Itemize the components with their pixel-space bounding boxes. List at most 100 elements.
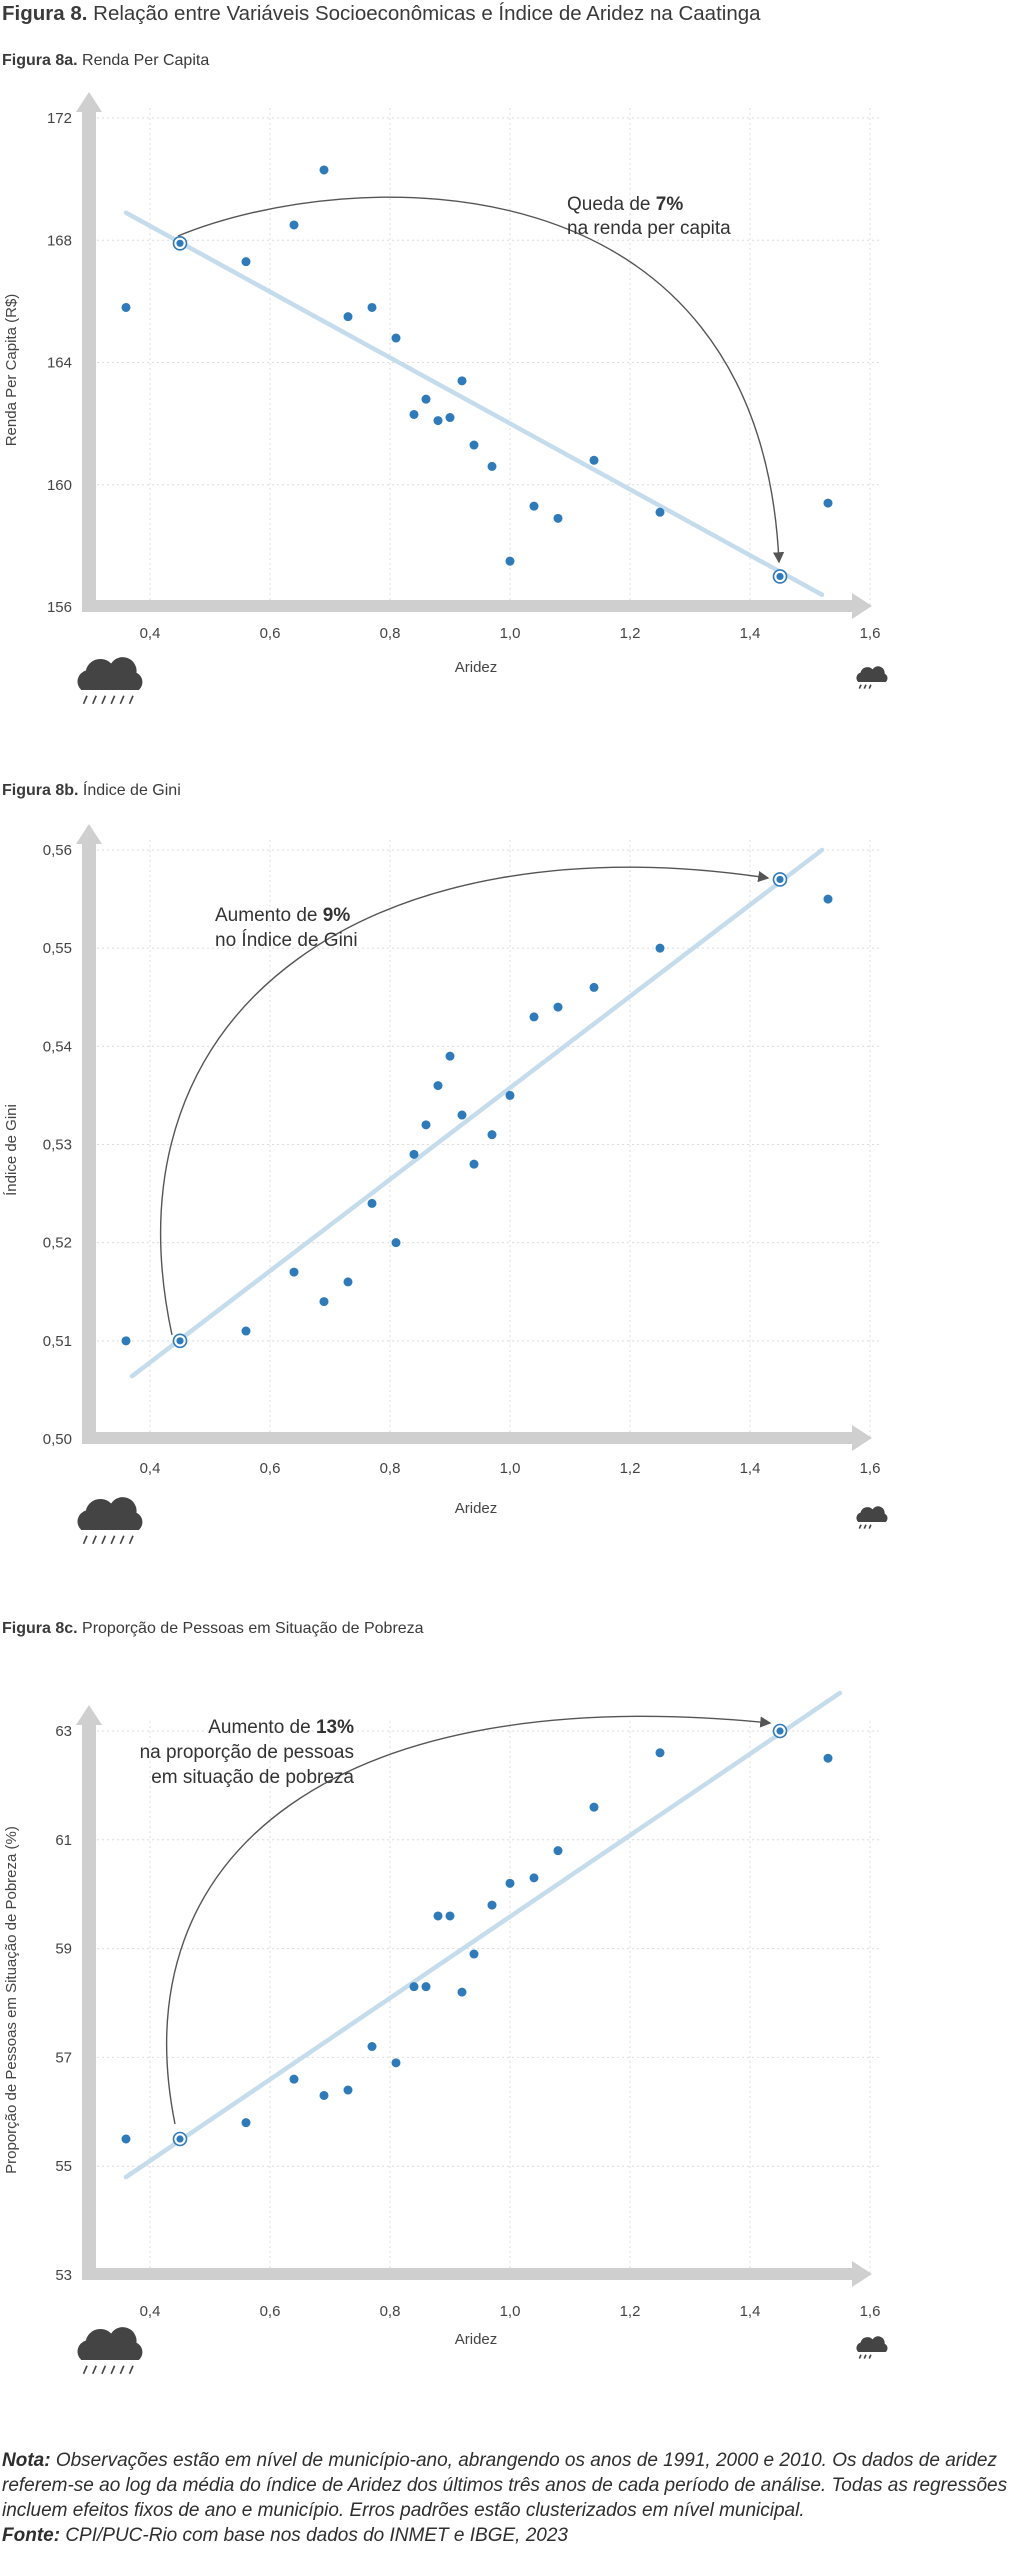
annotation-percent: 13% [316, 1717, 354, 1738]
data-point [421, 1120, 431, 1130]
x-tick-label: 1,2 [620, 625, 641, 642]
data-point [367, 302, 377, 312]
x-tick-label: 1,0 [500, 2303, 521, 2320]
data-point [319, 1297, 329, 1307]
x-tick-label: 0,8 [380, 625, 401, 642]
x-tick-label: 1,6 [860, 2303, 881, 2320]
x-tick-label: 1,4 [740, 625, 761, 642]
data-point [343, 312, 353, 322]
data-point [289, 1267, 299, 1277]
data-point [421, 1982, 431, 1992]
panel-b-title-text: Índice de Gini [82, 782, 181, 799]
data-point [343, 2085, 353, 2095]
grid-lines [92, 840, 880, 1439]
data-point [457, 1110, 467, 1120]
source-label: Fonte: [2, 2525, 61, 2546]
data-point [553, 513, 563, 523]
data-point [289, 2074, 299, 2084]
data-point [655, 943, 665, 953]
data-point [367, 2042, 377, 2052]
panel-c-title-text: Proporção de Pessoas em Situação de Pobr… [82, 1620, 424, 1637]
y-tick-label: 0,54 [43, 1038, 72, 1055]
x-tick-label: 1,4 [740, 2303, 761, 2320]
highlight-point [176, 239, 184, 247]
x-axis-arrow [82, 2268, 854, 2280]
scatter-chart-renda: 0,4 0,6 0,8 1,0 1,2 1,4 1,6 156 160 164 168 172 Arid… [3, 92, 888, 705]
data-point [655, 507, 665, 517]
y-tick-label: 0,50 [43, 1431, 72, 1448]
panel-b-label: Figura 8b. [2, 782, 79, 799]
panel-b-title: Figura 8b. Índice de Gini [2, 782, 181, 800]
data-point [457, 1987, 467, 1997]
data-point [589, 982, 599, 992]
annotation-line-2: na renda per capita [567, 218, 731, 239]
regression-line [123, 1690, 843, 2180]
y-axis-title: Renda Per Capita (R$) [3, 294, 20, 447]
y-axis-title: Índice de Gini [3, 1104, 20, 1196]
annotation-line-1: Queda de 7% [567, 194, 683, 215]
x-tick-label: 0,6 [260, 2303, 281, 2320]
data-point [487, 461, 497, 471]
data-point [469, 440, 479, 450]
annotation-percent: 7% [656, 194, 684, 215]
annotation-prefix: Queda de [567, 194, 656, 215]
panel-a-title-text: Renda Per Capita [82, 52, 210, 69]
highlight-point [776, 1727, 784, 1735]
y-tick-label: 0,53 [43, 1137, 72, 1154]
data-point [589, 455, 599, 465]
data-point [469, 1949, 479, 1959]
data-point [319, 2090, 329, 2100]
data-point [241, 1326, 251, 1336]
y-tick-label: 0,52 [43, 1235, 72, 1252]
y-tick-label: 59 [55, 1941, 72, 1958]
panel-c-label: Figura 8c. [2, 1620, 78, 1637]
annotation-arc-arrow [166, 1715, 772, 2125]
rain-cloud-icon [77, 657, 143, 705]
figure-label: Figura 8. [2, 2, 88, 25]
x-tick-label: 0,4 [140, 625, 161, 642]
annotation-prefix: Aumento de [215, 905, 323, 926]
x-axis-arrowhead [852, 2261, 872, 2287]
panel-c-title: Figura 8c. Proporção de Pessoas em Situa… [2, 1620, 424, 1638]
data-point [391, 333, 401, 343]
scatter-chart-gini: 0,4 0,6 0,8 1,0 1,2 1,4 1,6 0,50 0,51 0,52 0,53 0,5… [3, 824, 888, 1545]
data-point [823, 498, 833, 508]
light-rain-cloud-icon [856, 2336, 888, 2359]
data-point [655, 1748, 665, 1758]
figure-title-text: Relação entre Variáveis Socioeconômicas … [93, 2, 761, 25]
data-point [409, 409, 419, 419]
y-tick-label: 61 [55, 1832, 72, 1849]
x-tick-label: 0,6 [260, 1460, 281, 1477]
source-text: CPI/PUC-Rio com base nos dados do INMET … [60, 2525, 568, 2546]
y-axis-arrowhead [76, 92, 102, 112]
data-point [121, 2134, 131, 2144]
y-axis-arrowhead [76, 824, 102, 844]
data-point [121, 302, 131, 312]
data-point [319, 165, 329, 175]
annotation-line-2: na proporção de pessoas [140, 1742, 354, 1763]
y-tick-label: 168 [47, 232, 72, 249]
note-label: Nota: [2, 2450, 51, 2471]
x-tick-label: 1,6 [860, 1460, 881, 1477]
grid-lines [92, 1721, 880, 2275]
data-point [505, 1090, 515, 1100]
y-axis-arrow [82, 842, 96, 1441]
regression-line [129, 847, 825, 1379]
data-point [433, 1081, 443, 1091]
y-axis-title: Proporção de Pessoas em Situação de Pobr… [3, 1826, 20, 2174]
x-axis-arrowhead [852, 593, 872, 619]
scatter-chart-pobreza: 0,4 0,6 0,8 1,0 1,2 1,4 1,6 53 55 57 59 61 63 Aridez P… [3, 1690, 888, 2375]
chart-note: Nota: Observações estão em nível de muni… [2, 2448, 1027, 2548]
data-point [487, 1900, 497, 1910]
data-point [241, 257, 251, 267]
y-axis-arrowhead [76, 1705, 102, 1725]
data-point [457, 376, 467, 386]
x-tick-label: 1,4 [740, 1460, 761, 1477]
annotation-line-1: Aumento de 9% [215, 905, 350, 926]
x-tick-label: 1,6 [860, 625, 881, 642]
data-point [121, 1336, 131, 1346]
data-point [553, 1846, 563, 1856]
data-point [445, 1911, 455, 1921]
data-point [433, 416, 443, 426]
x-axis-title: Aridez [455, 1500, 498, 1517]
